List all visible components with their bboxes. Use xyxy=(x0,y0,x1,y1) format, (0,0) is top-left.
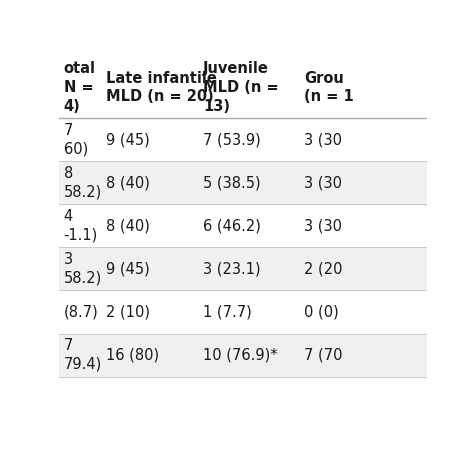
Text: 3
58.2): 3 58.2) xyxy=(64,252,102,286)
Text: Late infantile
MLD (n = 20): Late infantile MLD (n = 20) xyxy=(106,71,217,104)
Text: 1 (7.7): 1 (7.7) xyxy=(203,304,252,319)
Text: 7 (53.9): 7 (53.9) xyxy=(203,132,261,147)
Text: 4
-1.1): 4 -1.1) xyxy=(64,209,98,243)
Text: 8 (40): 8 (40) xyxy=(106,175,150,190)
Text: 7 (70: 7 (70 xyxy=(304,347,343,363)
Text: Grou
(n = 1: Grou (n = 1 xyxy=(304,71,354,104)
Text: 2 (10): 2 (10) xyxy=(106,304,150,319)
Text: 3 (30: 3 (30 xyxy=(304,175,342,190)
Bar xyxy=(59,291,427,334)
Bar xyxy=(59,247,427,291)
Bar xyxy=(59,334,427,377)
Text: 7
79.4): 7 79.4) xyxy=(64,338,102,372)
Text: 16 (80): 16 (80) xyxy=(106,347,159,363)
Text: 9 (45): 9 (45) xyxy=(106,262,150,276)
Text: 8
58.2): 8 58.2) xyxy=(64,166,102,200)
Text: 9 (45): 9 (45) xyxy=(106,132,150,147)
Text: 7
60): 7 60) xyxy=(64,123,88,156)
Text: (8.7): (8.7) xyxy=(64,304,99,319)
Text: 2 (20: 2 (20 xyxy=(304,262,343,276)
Text: 3 (23.1): 3 (23.1) xyxy=(203,262,261,276)
Text: 10 (76.9)*: 10 (76.9)* xyxy=(203,347,278,363)
Bar xyxy=(59,161,427,204)
Text: 0 (0): 0 (0) xyxy=(304,304,339,319)
Text: 8 (40): 8 (40) xyxy=(106,219,150,233)
Text: 5 (38.5): 5 (38.5) xyxy=(203,175,261,190)
Text: otal
N =
4): otal N = 4) xyxy=(64,62,96,114)
Text: 3 (30: 3 (30 xyxy=(304,219,342,233)
Text: 6 (46.2): 6 (46.2) xyxy=(203,219,261,233)
Bar xyxy=(59,204,427,247)
Bar xyxy=(59,118,427,161)
Text: Juvenile
MLD (n =
13): Juvenile MLD (n = 13) xyxy=(203,62,279,114)
Text: 3 (30: 3 (30 xyxy=(304,132,342,147)
